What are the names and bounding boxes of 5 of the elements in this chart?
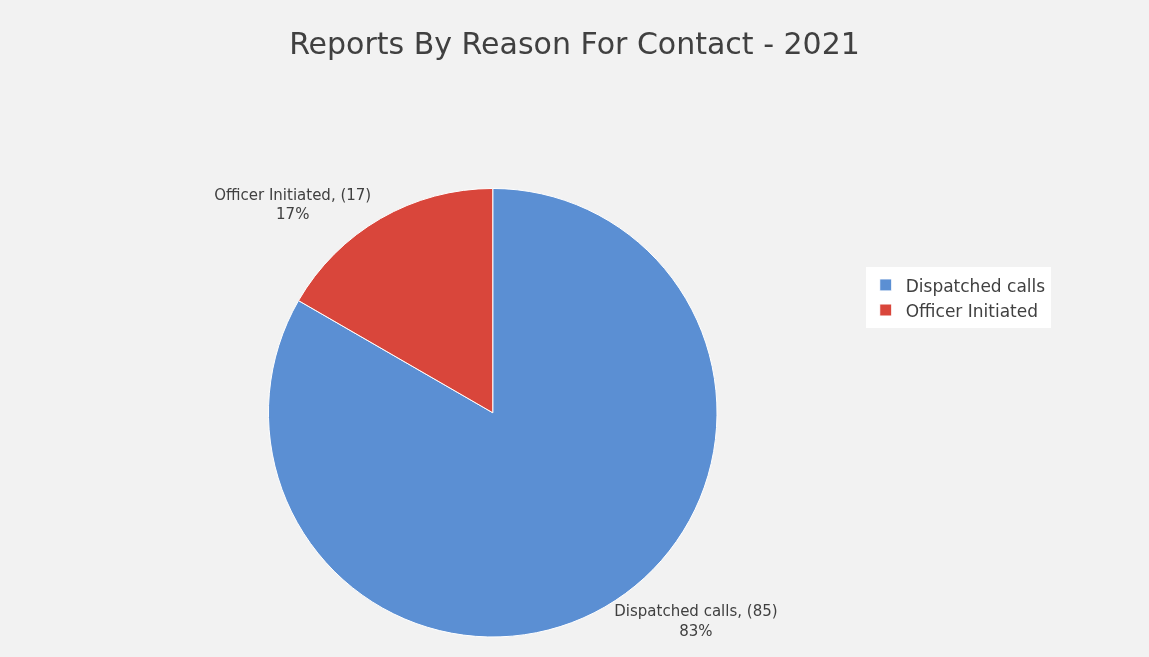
data-label: Officer Initiated, (17) 17% bbox=[214, 185, 372, 224]
legend-label: Dispatched calls bbox=[905, 275, 1046, 296]
legend-label: Officer Initiated bbox=[905, 300, 1038, 321]
data-label: Dispatched calls, (85) 83% bbox=[614, 602, 778, 640]
chart-title: Reports By Reason For Contact - 2021 bbox=[289, 25, 860, 61]
